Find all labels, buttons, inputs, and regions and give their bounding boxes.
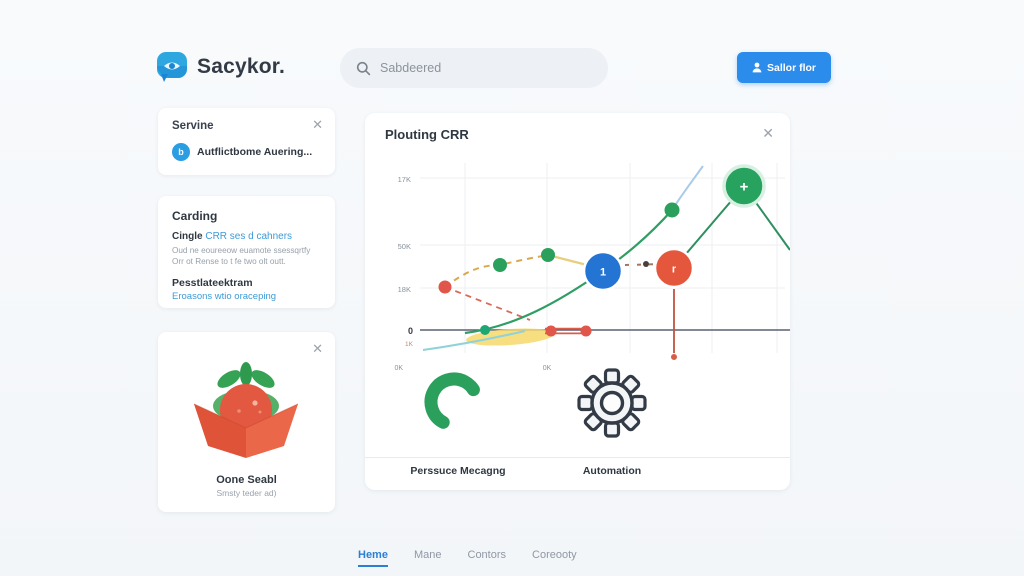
svg-text:+: +: [740, 179, 749, 196]
info-link-line[interactable]: Cingle CRR ses d cahners: [172, 231, 321, 242]
green-dot-1: [493, 258, 507, 272]
notification-item-label: Autflictbome Auering...: [197, 146, 313, 158]
notification-card: Servine ✕ b Autflictbome Auering...: [158, 108, 335, 175]
info-sublink[interactable]: Eroasons wtio oraceping: [172, 290, 277, 302]
promo-card: ✕ Oone Seabl Smsty teder ad): [158, 332, 335, 512]
feature-label-messaging: Perssuce Mecagng: [410, 465, 506, 477]
notification-item[interactable]: b Autflictbome Auering...: [172, 143, 321, 161]
y-tick-2: 50K: [398, 242, 411, 251]
panel-divider: [365, 457, 790, 458]
promo-title: Oone Seabl: [216, 474, 277, 486]
crr-line-chart: 17K 50K 18K 0 1K 0K 0K: [394, 163, 790, 372]
red-dot-left: [438, 280, 452, 294]
notification-card-title: Servine: [172, 120, 214, 132]
light-blue-continuation: [671, 165, 704, 211]
svg-text:r: r: [672, 264, 677, 276]
below-axis-label: 1K: [405, 341, 414, 348]
bottom-navigation: Heme Mane Contors Coreooty: [358, 549, 577, 567]
green-dot-2: [541, 248, 555, 262]
green-growth-curve: [464, 209, 673, 335]
info-card-title: Carding: [172, 209, 218, 223]
gear-icon: [577, 368, 647, 438]
info-link-text: CRR ses d cahners: [205, 231, 293, 242]
chat-bubble-logo-icon: [155, 50, 189, 84]
green-axis-dot: [480, 325, 490, 335]
feature-label-automation: Automation: [582, 465, 642, 477]
chart-panel-title: Plouting CRR: [385, 127, 469, 142]
brand-logo: Sacykor.: [155, 50, 285, 84]
y-tick-1: 17K: [398, 175, 411, 184]
green-plus-bubble-marker[interactable]: +: [722, 164, 766, 208]
svg-text:1: 1: [600, 267, 606, 279]
close-icon[interactable]: ✕: [312, 117, 323, 132]
close-icon[interactable]: ✕: [762, 125, 774, 141]
info-link-prefix: Cingle: [172, 231, 203, 242]
blue-bubble-marker[interactable]: 1: [582, 250, 624, 292]
tomato-envelope-illustration: [181, 360, 311, 469]
red-dashed-decline: [444, 286, 531, 321]
info-card: Carding Cingle CRR ses d cahners Oud ne …: [158, 196, 335, 308]
x-tick-1: 0K: [394, 365, 403, 372]
nav-item-coreooty[interactable]: Coreooty: [532, 549, 577, 561]
search-bar[interactable]: [340, 48, 608, 88]
x-tick-2: 0K: [543, 365, 552, 372]
red-bubble-marker[interactable]: r: [653, 247, 695, 289]
phone-icon: [422, 366, 492, 436]
close-icon[interactable]: ✕: [312, 341, 323, 356]
bubble-connector-dot: [643, 261, 649, 267]
search-input[interactable]: [380, 61, 580, 75]
bot-badge-icon: b: [172, 143, 190, 161]
chart-panel: Plouting CRR ✕ 17K 50K 18K 0 1K 0K 0K: [365, 113, 790, 490]
red-axis-segment: [545, 325, 592, 337]
nav-item-home[interactable]: Heme: [358, 549, 388, 567]
info-body-text: Oud ne eoureeow euamote ssessqrtfy Orr o…: [172, 246, 311, 267]
nav-item-mane[interactable]: Mane: [413, 549, 442, 561]
signup-cta-button[interactable]: Sallor flor: [737, 52, 831, 83]
brand-name: Sacykor.: [197, 55, 285, 78]
search-icon: [356, 61, 371, 75]
cyan-baseline-curve: [422, 330, 526, 351]
red-drop-end-dot: [670, 353, 678, 361]
info-subheading: Pesstlateektram: [172, 276, 253, 289]
nav-item-contors[interactable]: Contors: [467, 549, 507, 561]
person-icon: [752, 62, 762, 73]
green-dot-3: [664, 202, 680, 218]
y-tick-3: 18K: [398, 285, 411, 294]
y-tick-zero: 0: [408, 326, 413, 336]
promo-subtitle: Smsty teder ad): [216, 488, 277, 498]
